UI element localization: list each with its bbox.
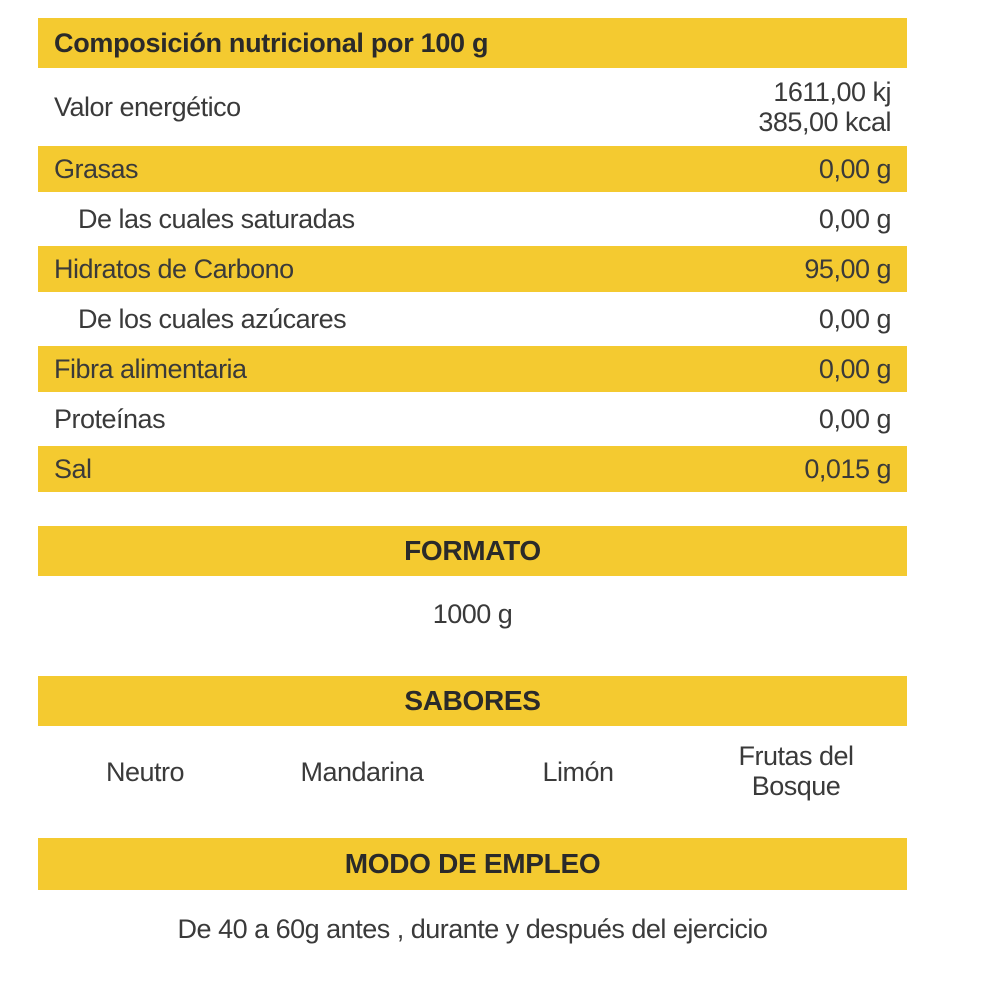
nutrition-row-grasas: Grasas 0,00 g (38, 146, 907, 192)
row-label: De los cuales azúcares (78, 303, 347, 334)
formato-header-band (38, 526, 907, 576)
row-label: Hidratos de Carbono (54, 253, 294, 284)
nutrition-row-proteinas: Proteínas 0,00 g (38, 396, 907, 442)
modo-empleo-text: De 40 a 60g antes , durante y después de… (177, 914, 768, 944)
row-label: Grasas (54, 153, 139, 184)
nutrition-header-band (38, 18, 907, 68)
row-value: 0,00 g (818, 153, 892, 184)
energy-value: 1611,00 kj 385,00 kcal (758, 77, 891, 137)
row-label: Sal (54, 453, 92, 484)
nutrition-table-title: Composición nutricional por 100 g (54, 27, 489, 58)
energy-kcal: 385,00 kcal (758, 107, 891, 137)
nutrition-row-band (38, 146, 907, 192)
row-value: 95,00 g (804, 253, 891, 284)
nutrition-row-fibra: Fibra alimentaria 0,00 g (38, 346, 907, 392)
energy-kj: 1611,00 kj (773, 77, 891, 107)
nutrition-row-saturadas: De las cuales saturadas 0,00 g (38, 196, 907, 242)
flavor-limon: Limón (478, 757, 678, 787)
formato-value: 1000 g (432, 599, 513, 629)
flavor-label: Mandarina (300, 757, 424, 787)
sabores-title: SABORES (404, 685, 541, 716)
sabores-header-band (38, 676, 907, 726)
row-value: 0,015 g (804, 453, 891, 484)
nutrition-row-hidratos: Hidratos de Carbono 95,00 g (38, 246, 907, 292)
formato-title: FORMATO (404, 535, 541, 566)
modo-empleo-title: MODO DE EMPLEO (344, 848, 601, 879)
row-value: 0,00 g (818, 203, 892, 234)
flavor-label-line1: Frutas del (738, 741, 854, 771)
flavor-label: Neutro (105, 757, 185, 787)
nutrition-row-band (38, 446, 907, 492)
row-value: 0,00 g (818, 303, 892, 334)
energy-label: Valor energético (54, 91, 241, 122)
flavor-frutas-del-bosque: Frutas del Bosque (696, 741, 896, 801)
row-value: 0,00 g (818, 403, 892, 434)
nutrition-row-band (38, 246, 907, 292)
row-value: 0,00 g (818, 353, 892, 384)
nutrition-row-band (38, 346, 907, 392)
nutrition-row-azucares: De los cuales azúcares 0,00 g (38, 296, 907, 342)
row-label: Fibra alimentaria (54, 353, 247, 384)
flavor-neutro: Neutro (45, 757, 245, 787)
flavor-label: Limón (542, 757, 614, 787)
flavor-mandarina: Mandarina (262, 757, 462, 787)
row-label: Proteínas (54, 403, 166, 434)
nutrition-row-sal: Sal 0,015 g (38, 446, 907, 492)
row-label: De las cuales saturadas (78, 203, 355, 234)
modo-empleo-header-band (38, 838, 907, 890)
flavor-label-line2: Bosque (751, 771, 841, 801)
nutrition-row-energy: Valor energético 1611,00 kj 385,00 kcal (38, 72, 907, 142)
